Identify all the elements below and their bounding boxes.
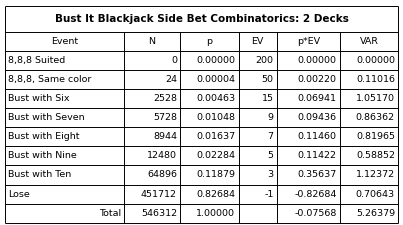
Text: 15: 15	[262, 94, 274, 103]
Text: 8,8,8 Suited: 8,8,8 Suited	[8, 56, 65, 65]
Text: 0.00220: 0.00220	[297, 75, 337, 84]
Text: 1.05170: 1.05170	[356, 94, 395, 103]
Text: 0.00000: 0.00000	[297, 56, 337, 65]
Text: 7: 7	[268, 132, 274, 141]
Text: 5728: 5728	[153, 113, 177, 122]
Text: 5.26379: 5.26379	[356, 209, 395, 218]
Text: N: N	[149, 36, 156, 45]
Text: -1: -1	[264, 189, 274, 198]
Text: Bust with Seven: Bust with Seven	[8, 113, 84, 122]
Text: Bust with Ten: Bust with Ten	[8, 171, 71, 179]
Text: 451712: 451712	[141, 189, 177, 198]
Bar	[5, 6, 398, 32]
Text: EV: EV	[251, 36, 264, 45]
Text: 0.02284: 0.02284	[196, 151, 235, 160]
Text: 0.86362: 0.86362	[356, 113, 395, 122]
Text: 9: 9	[268, 113, 274, 122]
Text: Bust with Six: Bust with Six	[8, 94, 69, 103]
Text: 8,8,8, Same color: 8,8,8, Same color	[8, 75, 91, 84]
Text: 0.00000: 0.00000	[356, 56, 395, 65]
Text: 0.06941: 0.06941	[297, 94, 337, 103]
Text: 0.81965: 0.81965	[356, 132, 395, 141]
Text: 50: 50	[262, 75, 274, 84]
Text: 5: 5	[268, 151, 274, 160]
Text: 200: 200	[256, 56, 274, 65]
Text: Lose: Lose	[8, 189, 29, 198]
Text: 1.12372: 1.12372	[356, 171, 395, 179]
Text: 8944: 8944	[153, 132, 177, 141]
Text: Event: Event	[51, 36, 78, 45]
Text: 0.82684: 0.82684	[196, 189, 235, 198]
Text: 2528: 2528	[153, 94, 177, 103]
Text: -0.82684: -0.82684	[294, 189, 337, 198]
Text: 546312: 546312	[141, 209, 177, 218]
Text: 0.00000: 0.00000	[196, 56, 235, 65]
Text: VAR: VAR	[359, 36, 378, 45]
Text: 1.00000: 1.00000	[196, 209, 235, 218]
Text: 0.09436: 0.09436	[297, 113, 337, 122]
Text: 0.70643: 0.70643	[356, 189, 395, 198]
Text: 3: 3	[268, 171, 274, 179]
Text: 0.00004: 0.00004	[196, 75, 235, 84]
Text: Bust with Nine: Bust with Nine	[8, 151, 77, 160]
Text: 0.58852: 0.58852	[356, 151, 395, 160]
Text: Bust with Eight: Bust with Eight	[8, 132, 79, 141]
Text: 64896: 64896	[147, 171, 177, 179]
Text: p: p	[206, 36, 212, 45]
Text: p*EV: p*EV	[297, 36, 320, 45]
Text: 0.11460: 0.11460	[297, 132, 337, 141]
Text: 0.01048: 0.01048	[196, 113, 235, 122]
Text: 0: 0	[171, 56, 177, 65]
Text: 0.11422: 0.11422	[297, 151, 337, 160]
Text: 0.11016: 0.11016	[356, 75, 395, 84]
Text: 24: 24	[165, 75, 177, 84]
Text: -0.07568: -0.07568	[294, 209, 337, 218]
Text: 0.11879: 0.11879	[196, 171, 235, 179]
Text: 0.00463: 0.00463	[196, 94, 235, 103]
Text: Total: Total	[99, 209, 121, 218]
Text: Bust It Blackjack Side Bet Combinatorics: 2 Decks: Bust It Blackjack Side Bet Combinatorics…	[54, 14, 349, 24]
Text: 0.35637: 0.35637	[297, 171, 337, 179]
Text: 12480: 12480	[147, 151, 177, 160]
Text: 0.01637: 0.01637	[196, 132, 235, 141]
